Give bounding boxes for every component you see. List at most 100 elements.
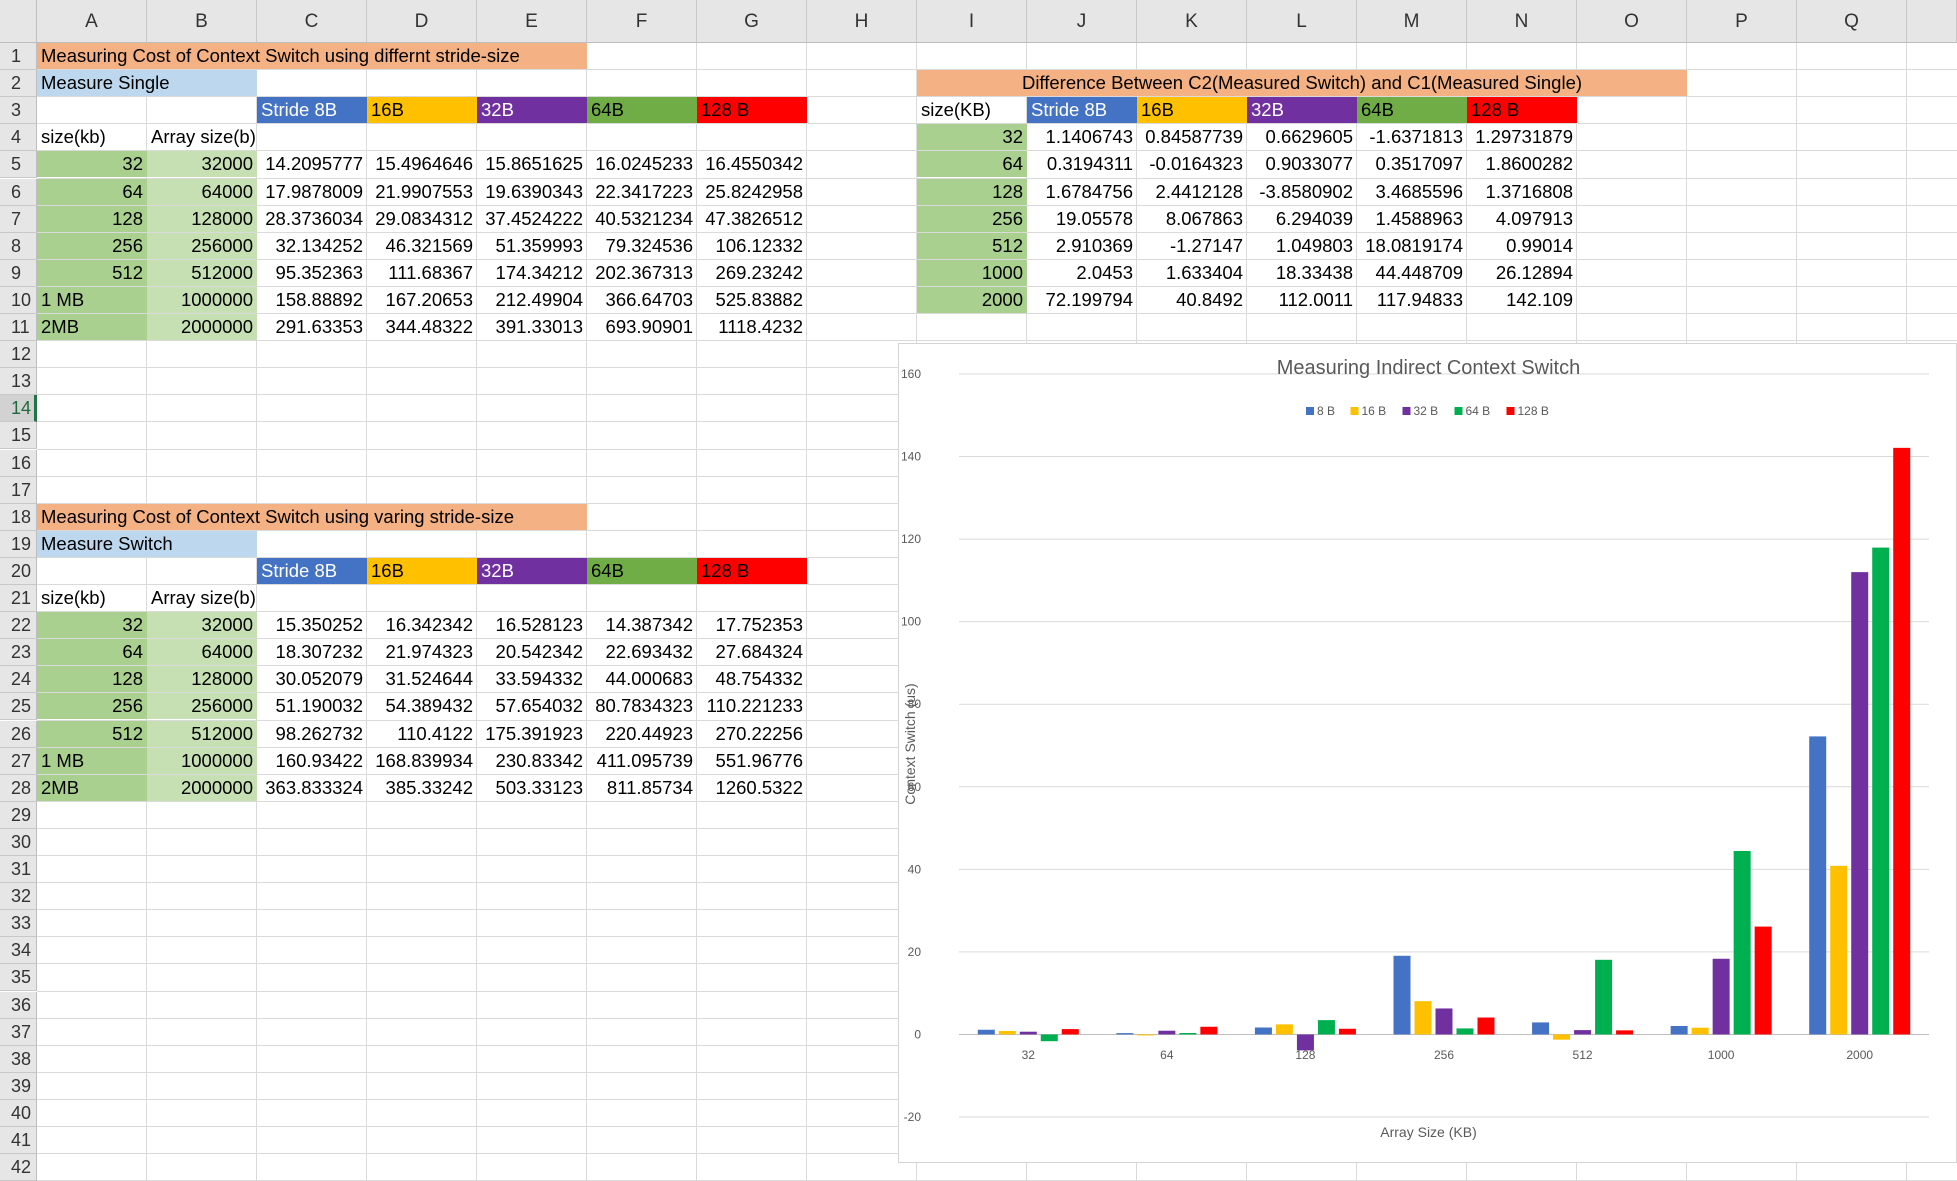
value-cell[interactable]: 1.8600282 — [1485, 153, 1573, 175]
row-header-7[interactable]: 7 — [0, 205, 37, 233]
array-size-cell[interactable]: 1000000 — [147, 747, 257, 774]
column-header-b[interactable]: B — [147, 0, 257, 43]
value-cell[interactable]: 0.6629605 — [1265, 126, 1353, 148]
column-header-f[interactable]: F — [587, 0, 697, 43]
value-cell[interactable]: 37.4524222 — [485, 207, 583, 229]
value-cell[interactable]: 51.359993 — [495, 234, 583, 256]
stride-header[interactable]: 64B — [587, 557, 697, 584]
value-cell[interactable]: 44.000683 — [605, 668, 693, 690]
size-cell[interactable]: 128 — [37, 666, 147, 693]
value-cell[interactable]: 22.693432 — [605, 641, 693, 663]
row-header-12[interactable]: 12 — [0, 341, 37, 369]
row-header-2[interactable]: 2 — [0, 70, 37, 98]
value-cell[interactable]: 2.0453 — [1076, 261, 1133, 283]
value-cell[interactable]: 17.752353 — [715, 614, 803, 636]
value-cell[interactable]: 15.8651625 — [485, 153, 583, 175]
row-header-37[interactable]: 37 — [0, 1018, 37, 1046]
row-header-9[interactable]: 9 — [0, 259, 37, 287]
row-header-3[interactable]: 3 — [0, 97, 37, 125]
row-header-30[interactable]: 30 — [0, 828, 37, 856]
value-cell[interactable]: 30.052079 — [275, 668, 363, 690]
value-cell[interactable]: 16.0245233 — [595, 153, 693, 175]
size-cell[interactable]: 512 — [37, 259, 147, 286]
value-cell[interactable]: 0.3517097 — [1375, 153, 1463, 175]
value-cell[interactable]: 19.6390343 — [485, 180, 583, 202]
value-cell[interactable]: 16.4550342 — [705, 153, 803, 175]
stride-header[interactable]: Stride 8B — [257, 557, 367, 584]
row-header-36[interactable]: 36 — [0, 991, 37, 1019]
value-cell[interactable]: 25.8242958 — [705, 180, 803, 202]
value-cell[interactable]: 110.4122 — [397, 722, 473, 744]
size-cell[interactable]: 512 — [37, 720, 147, 747]
stride-header[interactable]: 64B — [1357, 97, 1467, 124]
value-cell[interactable]: 19.05578 — [1055, 207, 1133, 229]
value-cell[interactable]: 15.350252 — [275, 614, 363, 636]
size-cell[interactable]: 32 — [917, 124, 1027, 151]
value-cell[interactable]: 18.33438 — [1275, 261, 1353, 283]
row-header-27[interactable]: 27 — [0, 747, 37, 775]
column-header-r[interactable] — [1907, 0, 1957, 43]
value-cell[interactable]: 29.0834312 — [375, 207, 473, 229]
value-cell[interactable]: 48.754332 — [715, 668, 803, 690]
row-header-32[interactable]: 32 — [0, 883, 37, 911]
value-cell[interactable]: 26.12894 — [1495, 261, 1573, 283]
array-size-cell[interactable]: 256000 — [147, 693, 257, 720]
value-cell[interactable]: 4.097913 — [1495, 207, 1573, 229]
stride-header[interactable]: 128 B — [697, 97, 807, 124]
value-cell[interactable]: 46.321569 — [385, 234, 473, 256]
row-header-19[interactable]: 19 — [0, 530, 37, 558]
value-cell[interactable]: 28.3736034 — [265, 207, 363, 229]
value-cell[interactable]: 18.0819174 — [1365, 234, 1463, 256]
value-cell[interactable]: 1.3716808 — [1485, 180, 1573, 202]
value-cell[interactable]: 212.49904 — [495, 288, 583, 310]
value-cell[interactable]: -0.0164323 — [1149, 153, 1243, 175]
value-cell[interactable]: 18.307232 — [275, 641, 363, 663]
value-cell[interactable]: 14.2095777 — [265, 153, 363, 175]
section-title[interactable]: Difference Between C2(Measured Switch) a… — [917, 70, 1687, 97]
row-header-40[interactable]: 40 — [0, 1099, 37, 1127]
value-cell[interactable]: 33.594332 — [495, 668, 583, 690]
value-cell[interactable]: 2.910369 — [1055, 234, 1133, 256]
stride-header[interactable]: Stride 8B — [1027, 97, 1137, 124]
column-header-i[interactable]: I — [917, 0, 1027, 43]
value-cell[interactable]: 291.63353 — [275, 316, 363, 338]
value-cell[interactable]: 411.095739 — [596, 749, 693, 771]
array-size-cell[interactable]: 32000 — [147, 151, 257, 178]
value-cell[interactable]: 202.367313 — [595, 261, 693, 283]
value-cell[interactable]: 112.0011 — [1278, 288, 1353, 310]
size-header[interactable]: size(kb) — [41, 587, 106, 609]
value-cell[interactable]: 79.324536 — [605, 234, 693, 256]
row-header-23[interactable]: 23 — [0, 639, 37, 667]
array-size-cell[interactable]: 1000000 — [147, 286, 257, 313]
column-header-q[interactable]: Q — [1797, 0, 1907, 43]
value-cell[interactable]: 1118.4232 — [718, 316, 803, 338]
value-cell[interactable]: 366.64703 — [605, 288, 693, 310]
value-cell[interactable]: 0.84587739 — [1145, 126, 1243, 148]
array-size-cell[interactable]: 256000 — [147, 232, 257, 259]
size-cell[interactable]: 2000 — [917, 286, 1027, 313]
size-cell[interactable]: 64 — [37, 178, 147, 205]
value-cell[interactable]: 95.352363 — [275, 261, 363, 283]
stride-header[interactable]: 128 B — [1467, 97, 1577, 124]
row-header-14[interactable]: 14 — [0, 395, 37, 423]
array-size-cell[interactable]: 64000 — [147, 178, 257, 205]
array-size-cell[interactable]: 2000000 — [147, 774, 257, 801]
value-cell[interactable]: 503.33123 — [495, 776, 583, 798]
value-cell[interactable]: -1.27147 — [1169, 234, 1243, 256]
size-cell[interactable]: 128 — [37, 205, 147, 232]
row-header-24[interactable]: 24 — [0, 666, 37, 694]
value-cell[interactable]: 1.1406743 — [1045, 126, 1133, 148]
value-cell[interactable]: 0.99014 — [1506, 234, 1573, 256]
stride-header[interactable]: 128 B — [697, 557, 807, 584]
size-cell[interactable]: 32 — [37, 612, 147, 639]
row-header-1[interactable]: 1 — [0, 43, 37, 71]
value-cell[interactable]: 54.389432 — [385, 695, 473, 717]
stride-header[interactable]: 64B — [587, 97, 697, 124]
value-cell[interactable]: 3.4685596 — [1375, 180, 1463, 202]
size-header[interactable]: size(kb) — [41, 126, 106, 148]
size-cell[interactable]: 256 — [917, 205, 1027, 232]
section-subtitle[interactable]: Measure Switch — [37, 530, 257, 557]
array-size-cell[interactable]: 32000 — [147, 612, 257, 639]
size-cell[interactable]: 2MB — [37, 774, 147, 801]
array-size-cell[interactable]: 2000000 — [147, 314, 257, 341]
